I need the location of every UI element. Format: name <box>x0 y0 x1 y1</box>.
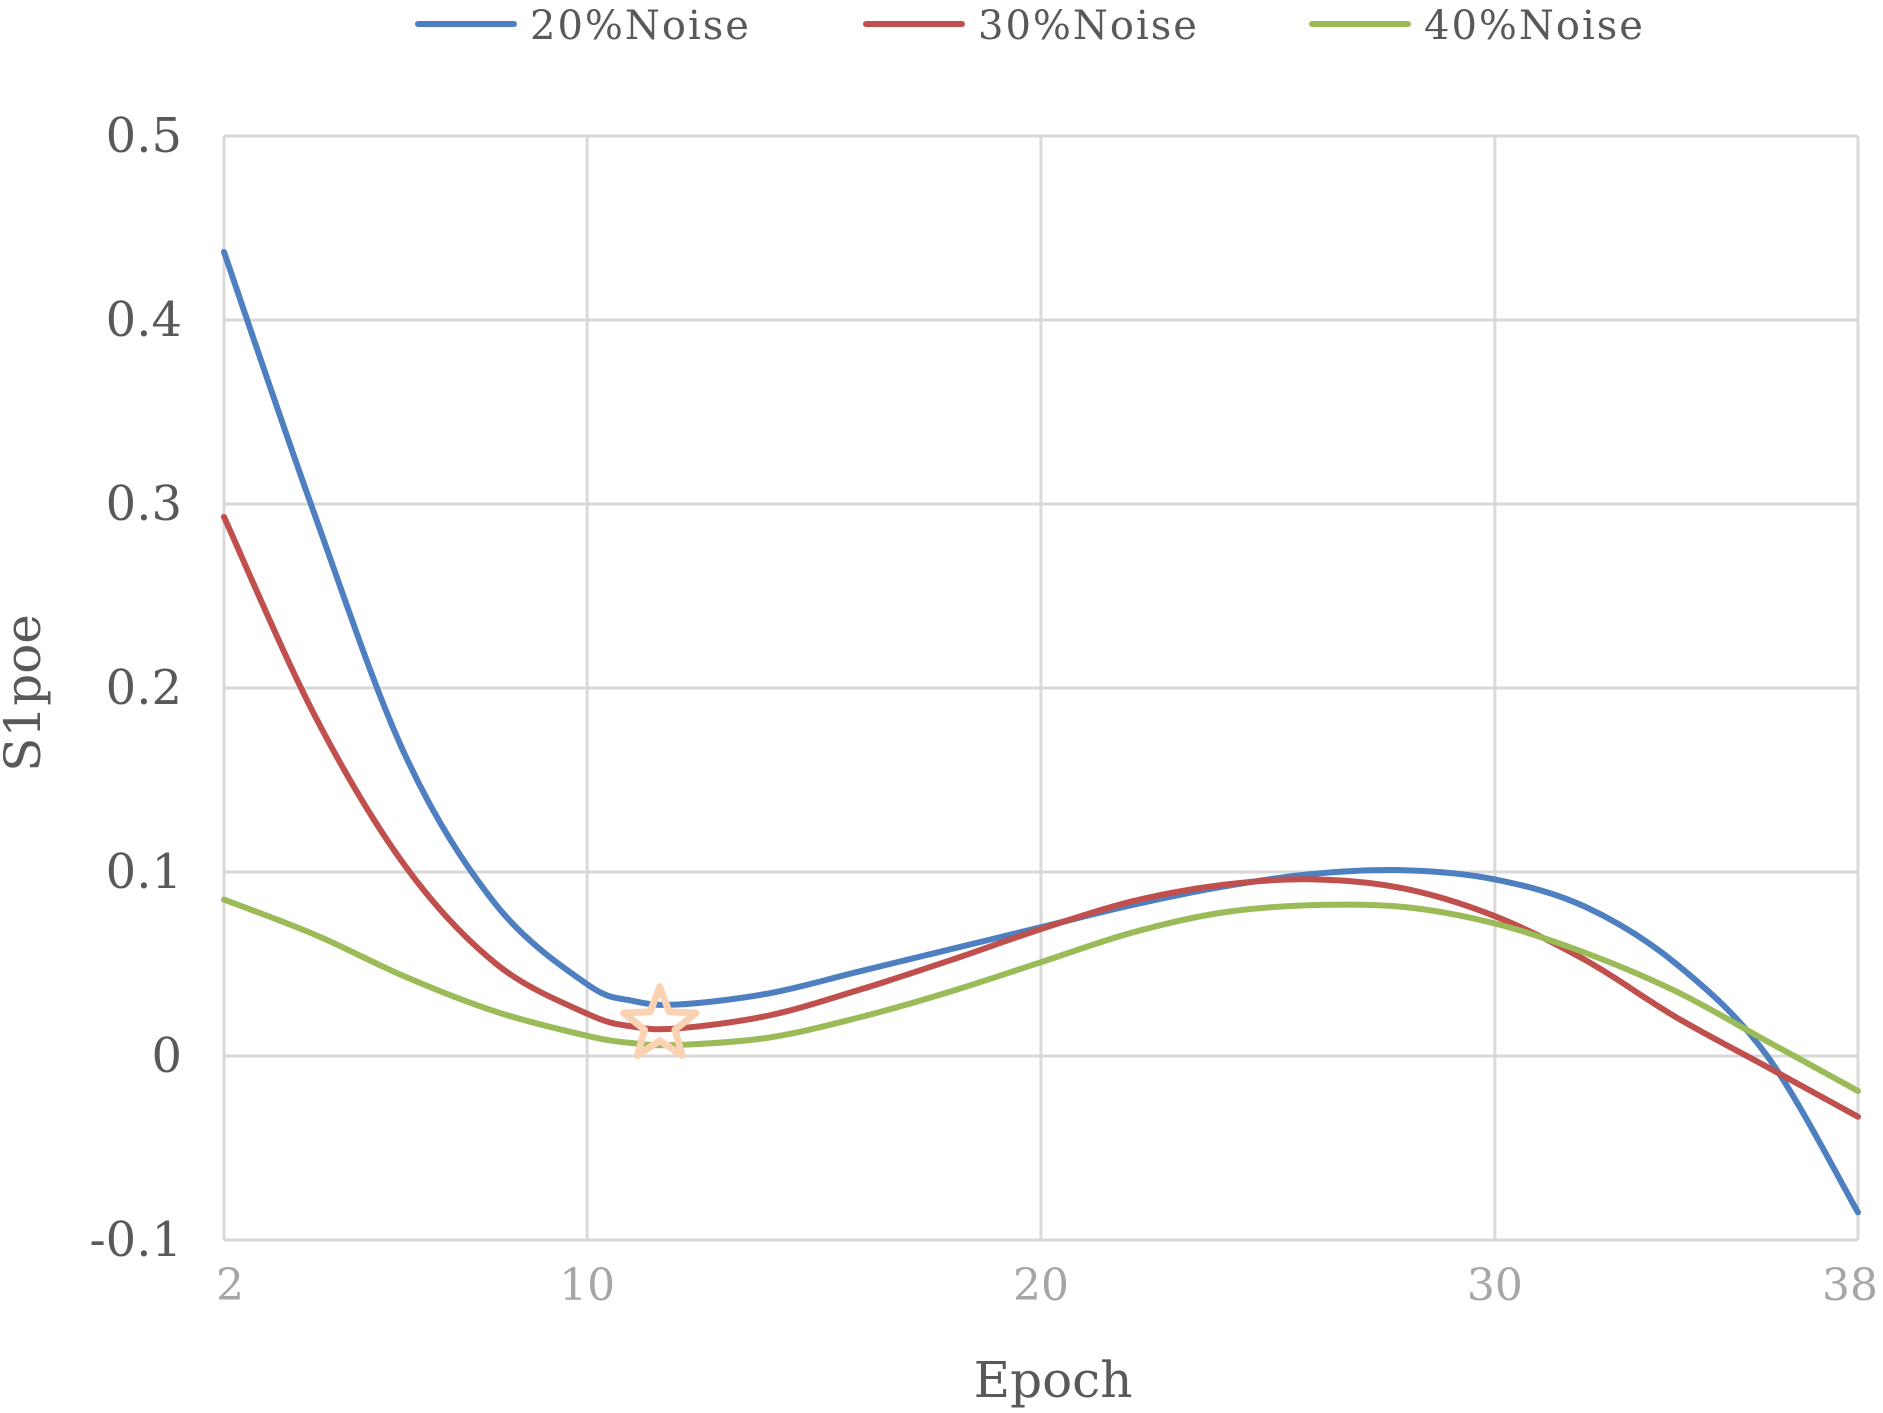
y-tick-label: 0.2 <box>106 660 182 716</box>
y-tick-label: 0.4 <box>106 292 182 348</box>
legend-label: 30%Noise <box>978 3 1199 49</box>
legend-label: 20%Noise <box>530 3 751 49</box>
y-axis-title: S1poe <box>0 614 52 772</box>
series-line-3 <box>221 896 1861 1094</box>
y-tick-label: 0.3 <box>106 476 182 532</box>
y-tick-labels: -0.1 0 0.1 0.2 0.3 0.4 0.5 <box>89 108 182 1268</box>
star-marker <box>620 983 700 1059</box>
y-tick-label: 0.1 <box>106 844 182 900</box>
x-tick-label: 2 <box>216 1260 244 1311</box>
annotations <box>620 983 700 1059</box>
x-tick-label: 20 <box>1013 1260 1069 1311</box>
x-tick-label: 38 <box>1822 1260 1878 1311</box>
y-tick-label: -0.1 <box>89 1212 182 1268</box>
legend: 20%Noise 30%Noise 40%Noise <box>415 3 1645 49</box>
legend-label: 40%Noise <box>1424 3 1645 49</box>
x-tick-label: 10 <box>559 1260 615 1311</box>
series-lines <box>221 248 1861 1216</box>
series-line-2 <box>221 513 1861 1120</box>
y-tick-label: 0.5 <box>106 108 182 164</box>
series-line-1 <box>221 248 1861 1216</box>
x-tick-label: 30 <box>1467 1260 1523 1311</box>
y-tick-label: 0 <box>151 1028 182 1084</box>
x-axis-title: Epoch <box>974 1351 1133 1409</box>
grid <box>222 134 1860 1242</box>
x-tick-labels: 2 10 20 30 38 <box>216 1260 1878 1311</box>
